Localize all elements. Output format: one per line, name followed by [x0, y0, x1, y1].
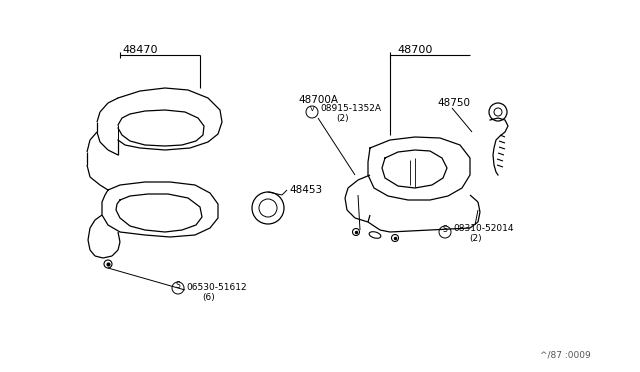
Text: 48750: 48750	[437, 98, 470, 108]
Text: ^/87 :0009: ^/87 :0009	[540, 350, 591, 359]
Text: V: V	[310, 106, 314, 112]
Text: 08915-1352A: 08915-1352A	[320, 104, 381, 113]
Text: (6): (6)	[202, 293, 215, 302]
Text: (2): (2)	[469, 234, 482, 243]
Text: S: S	[443, 224, 447, 234]
Text: 06530-51612: 06530-51612	[186, 283, 246, 292]
Text: 48453: 48453	[289, 185, 322, 195]
Text: 48700: 48700	[397, 45, 433, 55]
Text: 08310-52014: 08310-52014	[453, 224, 513, 233]
Text: (2): (2)	[336, 114, 349, 123]
Text: 48470: 48470	[122, 45, 157, 55]
Text: 48700A: 48700A	[298, 95, 338, 105]
Text: S: S	[175, 280, 180, 289]
